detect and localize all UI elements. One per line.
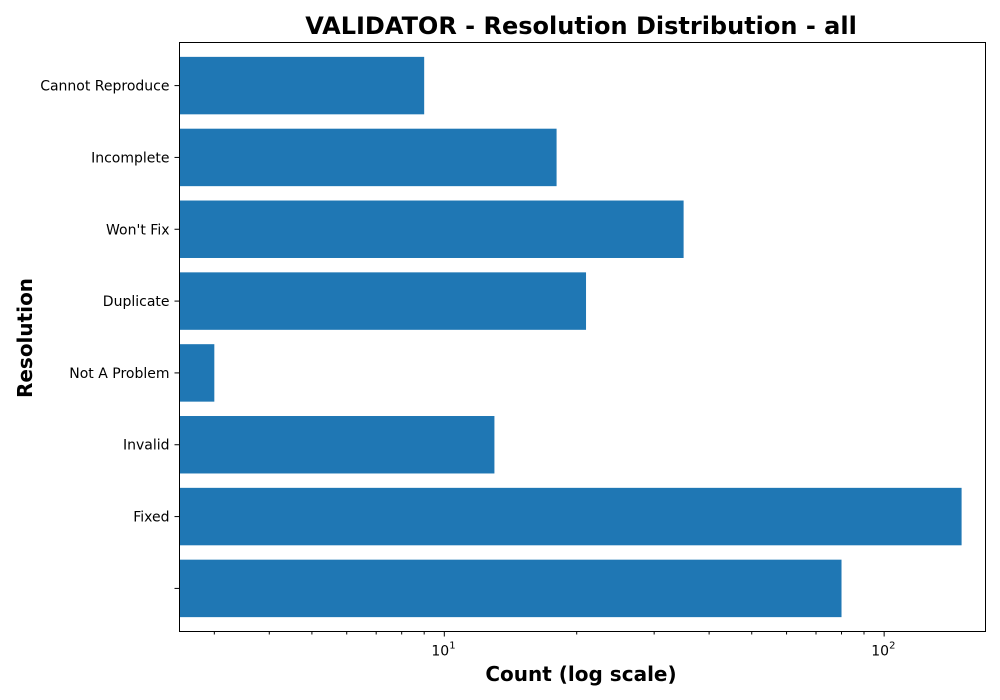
bar-cannot-reproduce [179, 56, 425, 115]
y-tick-label: Fixed [133, 510, 169, 526]
y-tick-label: Incomplete [91, 150, 169, 166]
bar-unlabeled [179, 559, 842, 618]
x-tick-exponent: 2 [889, 641, 895, 652]
y-tick-label: Cannot Reproduce [40, 79, 169, 95]
bar-won-t-fix [179, 200, 684, 258]
bar-invalid [179, 416, 495, 474]
x-tick-label: 10 [431, 644, 449, 660]
x-tick-exponent: 1 [449, 641, 455, 652]
chart-title: VALIDATOR - Resolution Distribution - al… [305, 12, 857, 40]
y-tick-label: Invalid [123, 438, 170, 454]
y-axis-label: Resolution [13, 278, 37, 398]
plot-frame [179, 42, 986, 632]
bar-not-a-problem [179, 344, 215, 402]
bar-incomplete [179, 128, 557, 187]
bar-duplicate [179, 272, 587, 330]
bar-fixed [179, 487, 962, 546]
x-axis-label: Count (log scale) [485, 662, 676, 686]
x-tick-label: 10 [871, 644, 889, 660]
y-tick-label: Won't Fix [106, 222, 169, 238]
y-tick-label: Duplicate [103, 294, 170, 310]
y-tick-label: Not A Problem [69, 366, 169, 382]
ticks-layer: Fixed Invalid Not A Problem Duplicate Won't … [40, 79, 895, 660]
bars-layer [179, 56, 962, 618]
